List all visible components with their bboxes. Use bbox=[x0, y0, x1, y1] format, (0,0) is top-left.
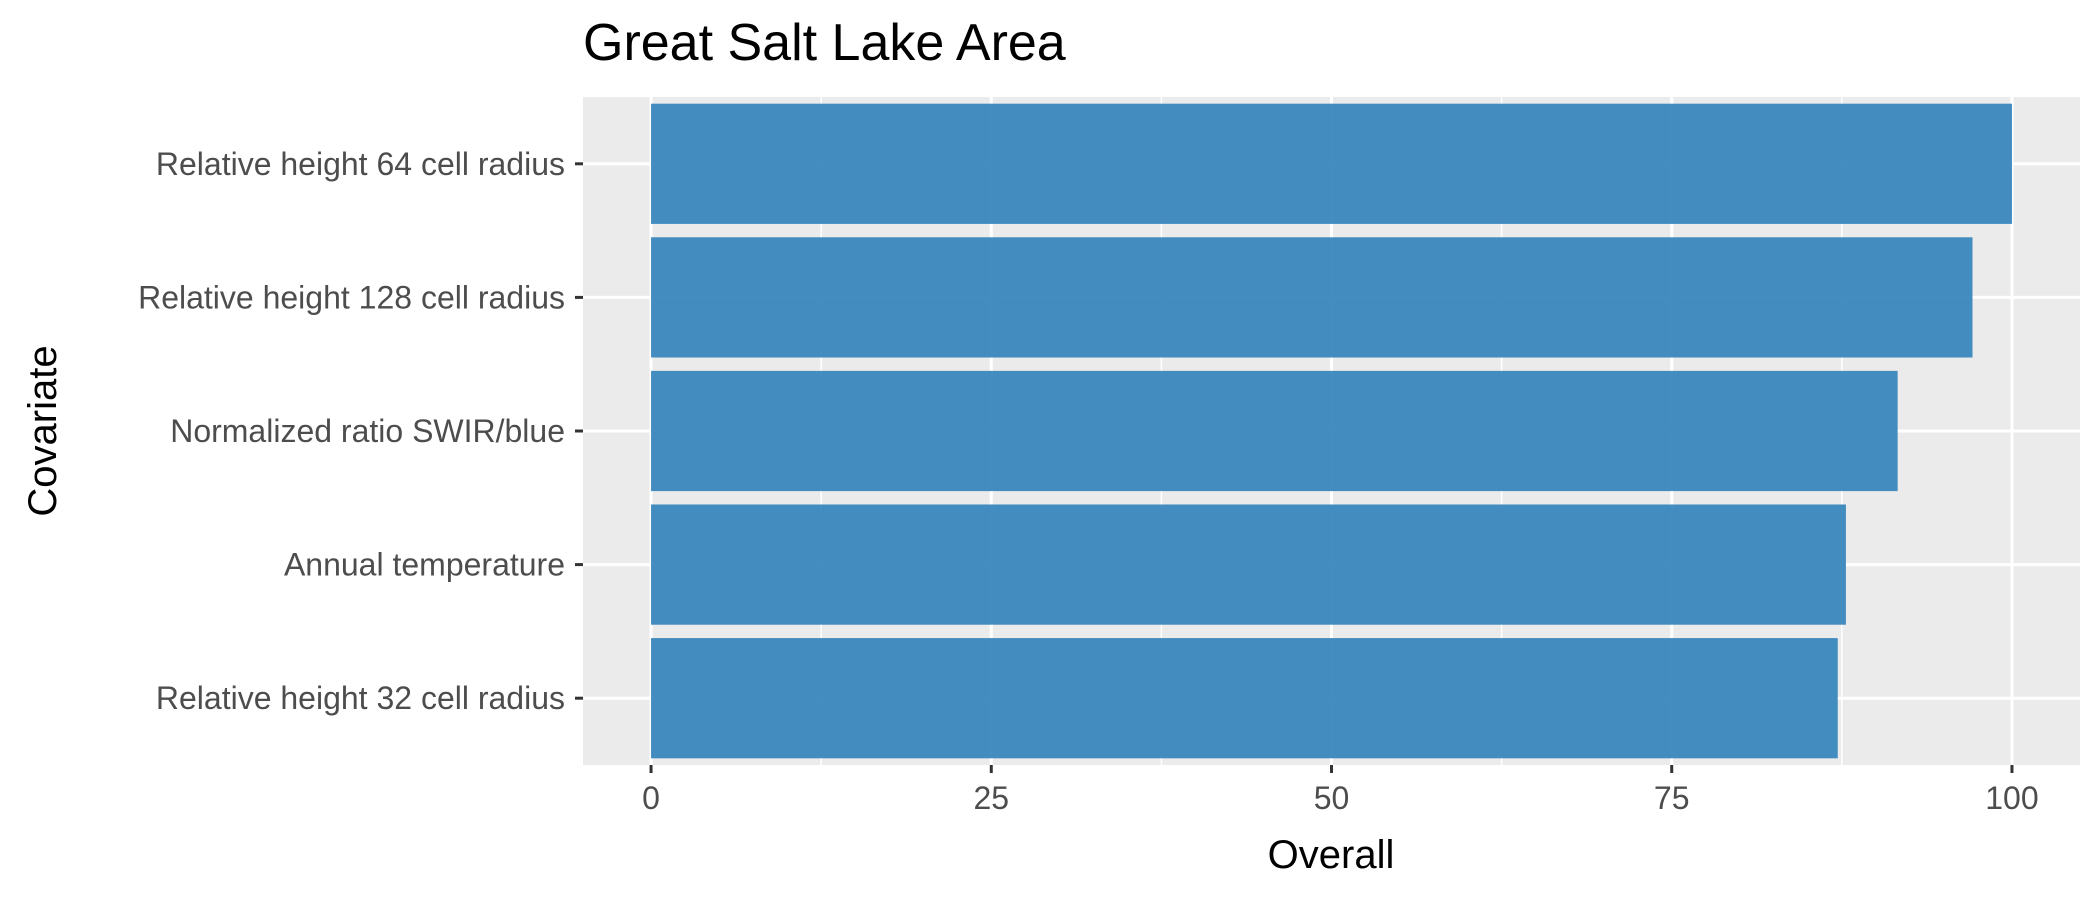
bar bbox=[651, 370, 1898, 492]
bar bbox=[651, 103, 2012, 224]
y-tick-label: Normalized ratio SWIR/blue bbox=[170, 413, 565, 449]
bar bbox=[651, 638, 1838, 759]
y-axis: Relative height 64 cell radius Relative h… bbox=[138, 146, 583, 716]
x-tick-label: 75 bbox=[1654, 780, 1690, 816]
x-tick-label: 0 bbox=[642, 780, 660, 816]
bar bbox=[651, 504, 1846, 625]
y-tick-label: Relative height 128 cell radius bbox=[138, 279, 565, 315]
chart-title: Great Salt Lake Area bbox=[583, 14, 1066, 72]
bars bbox=[651, 103, 2012, 759]
x-tick-label: 50 bbox=[1314, 780, 1350, 816]
x-axis-title: Overall bbox=[1268, 833, 1395, 877]
y-tick-label: Annual temperature bbox=[284, 547, 565, 583]
y-axis-title: Covariate bbox=[21, 345, 65, 516]
x-tick-label: 25 bbox=[973, 780, 1009, 816]
x-axis: 0 25 50 75 100 bbox=[642, 765, 2039, 816]
y-tick-label: Relative height 64 cell radius bbox=[156, 146, 565, 182]
y-tick-label: Relative height 32 cell radius bbox=[156, 680, 565, 716]
x-tick-label: 100 bbox=[1985, 780, 2038, 816]
bar bbox=[651, 237, 1973, 358]
